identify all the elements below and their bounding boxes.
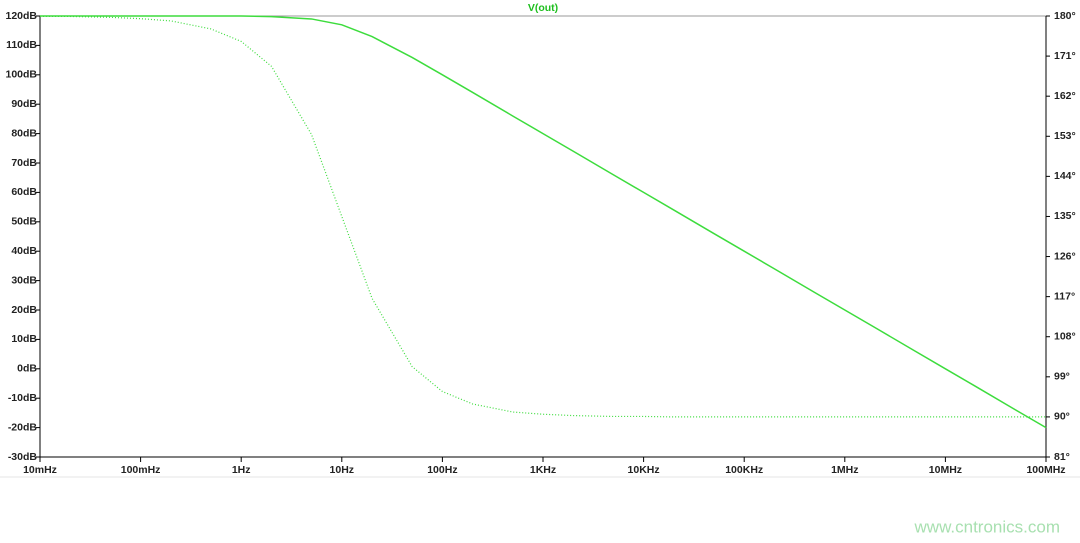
x-tick-label: 100mHz: [121, 464, 161, 476]
y-tick-label: -10dB: [8, 392, 38, 404]
y2-tick-label: 171°: [1054, 50, 1076, 62]
y2-tick-label: 81°: [1054, 451, 1070, 463]
watermark: www.cntronics.com: [914, 517, 1060, 536]
y2-tick-label: 153°: [1054, 130, 1076, 142]
x-tick-label: 100MHz: [1026, 464, 1065, 476]
y-tick-label: 60dB: [11, 186, 37, 198]
y-tick-label: 110dB: [6, 39, 37, 51]
y-tick-label: 30dB: [11, 274, 37, 286]
y-tick-label: 90dB: [11, 98, 37, 110]
y-tick-label: 120dB: [5, 10, 37, 22]
y-tick-label: -30dB: [8, 451, 38, 463]
y-tick-label: -20dB: [8, 421, 38, 433]
y2-tick-label: 90°: [1054, 411, 1070, 423]
x-tick-label: 10MHz: [929, 464, 962, 476]
y-tick-label: 100dB: [5, 69, 37, 81]
y-tick-label: 70dB: [11, 157, 37, 169]
y2-tick-label: 117°: [1054, 290, 1075, 302]
y2-tick-label: 126°: [1054, 250, 1076, 262]
x-tick-label: 10KHz: [628, 464, 660, 476]
y2-tick-label: 99°: [1054, 371, 1070, 383]
y2-tick-label: 135°: [1054, 210, 1076, 222]
x-tick-label: 10Hz: [330, 464, 355, 476]
x-tick-label: 1KHz: [530, 464, 556, 476]
x-tick-label: 10mHz: [23, 464, 57, 476]
x-tick-label: 1Hz: [232, 464, 251, 476]
y-tick-label: 0dB: [17, 363, 37, 375]
y-tick-label: 40dB: [11, 245, 37, 257]
y2-tick-label: 108°: [1054, 331, 1076, 343]
y-tick-label: 10dB: [11, 333, 37, 345]
y-tick-label: 80dB: [11, 127, 37, 139]
series-line: [40, 15, 1047, 429]
x-tick-label: 1MHz: [831, 464, 858, 476]
x-tick-label: 100KHz: [725, 464, 763, 476]
y-tick-label: 50dB: [11, 216, 37, 228]
x-tick-label: 100Hz: [427, 464, 457, 476]
series-line: [40, 15, 1046, 418]
y2-tick-label: 162°: [1054, 90, 1076, 102]
y-tick-label: 20dB: [11, 304, 37, 316]
y2-tick-label: 180°: [1054, 10, 1076, 22]
chart-title: V(out): [528, 2, 558, 14]
y2-tick-label: 144°: [1054, 170, 1076, 182]
